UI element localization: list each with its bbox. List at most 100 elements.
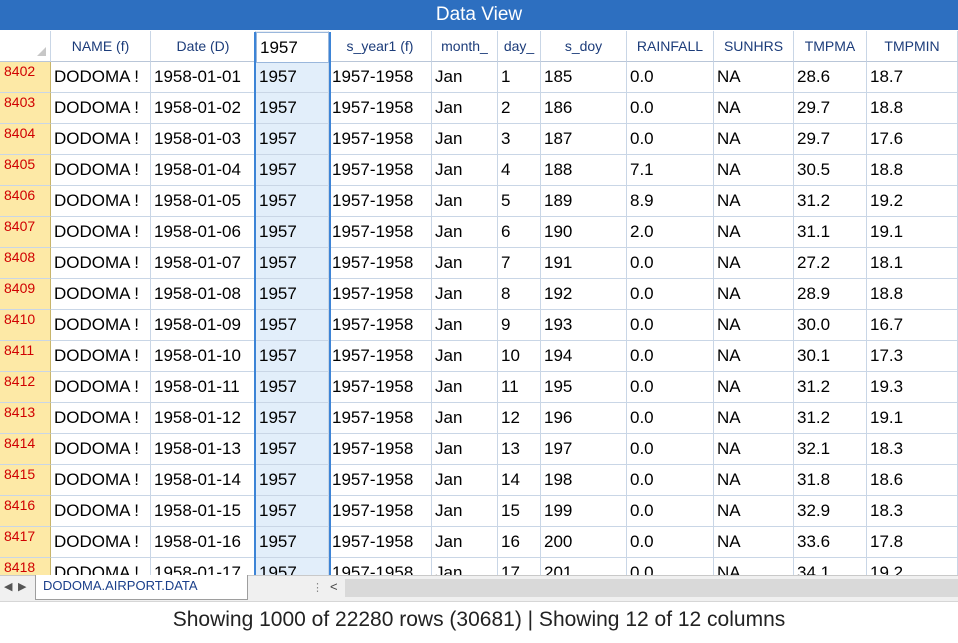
cell-date[interactable]: 1958-01-09 — [151, 310, 256, 341]
row-number[interactable]: 8403 — [0, 93, 51, 124]
cell-s-doy[interactable]: 187 — [541, 124, 627, 155]
cell-name[interactable]: DODOMA ! — [51, 434, 151, 465]
cell-name[interactable]: DODOMA ! — [51, 279, 151, 310]
cell-rainfall[interactable]: 0.0 — [627, 496, 714, 527]
cell-name[interactable]: DODOMA ! — [51, 217, 151, 248]
cell-day[interactable]: 16 — [498, 527, 541, 558]
cell-name[interactable]: DODOMA ! — [51, 186, 151, 217]
cell-month[interactable]: Jan — [432, 403, 498, 434]
cell-name[interactable]: DODOMA ! — [51, 155, 151, 186]
cell-tmpmin[interactable]: 19.1 — [867, 403, 958, 434]
cell-month[interactable]: Jan — [432, 372, 498, 403]
cell-month[interactable]: Jan — [432, 527, 498, 558]
cell-s-year1[interactable]: 1957-1958 — [329, 434, 432, 465]
cell-tmpmin[interactable]: 19.1 — [867, 217, 958, 248]
cell-tmpmin[interactable]: 18.1 — [867, 248, 958, 279]
cell-s-year1[interactable]: 1957-1958 — [329, 372, 432, 403]
cell-s-year[interactable]: 1957 — [256, 186, 329, 217]
cell-s-year1[interactable]: 1957-1958 — [329, 62, 432, 93]
cell-month[interactable]: Jan — [432, 217, 498, 248]
cell-month[interactable]: Jan — [432, 341, 498, 372]
cell-tmpmin[interactable]: 17.3 — [867, 341, 958, 372]
cell-day[interactable]: 7 — [498, 248, 541, 279]
cell-s-year[interactable]: 1957 — [256, 434, 329, 465]
cell-s-year[interactable]: 1957 — [256, 558, 329, 575]
cell-day[interactable]: 15 — [498, 496, 541, 527]
cell-day[interactable]: 3 — [498, 124, 541, 155]
cell-tmpmin[interactable]: 18.7 — [867, 62, 958, 93]
cell-rainfall[interactable]: 8.9 — [627, 186, 714, 217]
cell-rainfall[interactable]: 0.0 — [627, 93, 714, 124]
cell-s-doy[interactable]: 186 — [541, 93, 627, 124]
cell-tmpma[interactable]: 31.1 — [794, 217, 867, 248]
cell-s-doy[interactable]: 185 — [541, 62, 627, 93]
cell-s-year1[interactable]: 1957-1958 — [329, 403, 432, 434]
column-header-s-doy[interactable]: s_doy — [541, 31, 627, 62]
cell-date[interactable]: 1958-01-15 — [151, 496, 256, 527]
cell-tmpma[interactable]: 30.5 — [794, 155, 867, 186]
cell-s-year[interactable]: 1957 — [256, 496, 329, 527]
cell-s-year[interactable]: 1957 — [256, 62, 329, 93]
cell-tmpmin[interactable]: 18.8 — [867, 155, 958, 186]
cell-tmpmin[interactable]: 18.3 — [867, 496, 958, 527]
cell-date[interactable]: 1958-01-01 — [151, 62, 256, 93]
cell-month[interactable]: Jan — [432, 124, 498, 155]
cell-month[interactable]: Jan — [432, 310, 498, 341]
cell-day[interactable]: 1 — [498, 62, 541, 93]
cell-sunhrs[interactable]: NA — [714, 217, 794, 248]
cell-s-year[interactable]: 1957 — [256, 217, 329, 248]
cell-rainfall[interactable]: 0.0 — [627, 279, 714, 310]
column-header-date[interactable]: Date (D) — [151, 31, 256, 62]
cell-s-year1[interactable]: 1957-1958 — [329, 155, 432, 186]
cell-month[interactable]: Jan — [432, 434, 498, 465]
cell-tmpma[interactable]: 33.6 — [794, 527, 867, 558]
cell-date[interactable]: 1958-01-05 — [151, 186, 256, 217]
cell-name[interactable]: DODOMA ! — [51, 93, 151, 124]
cell-name[interactable]: DODOMA ! — [51, 496, 151, 527]
row-number[interactable]: 8416 — [0, 496, 51, 527]
row-number[interactable]: 8408 — [0, 248, 51, 279]
cell-date[interactable]: 1958-01-10 — [151, 341, 256, 372]
select-all-corner[interactable] — [0, 31, 51, 62]
cell-name[interactable]: DODOMA ! — [51, 372, 151, 403]
cell-sunhrs[interactable]: NA — [714, 434, 794, 465]
cell-s-doy[interactable]: 193 — [541, 310, 627, 341]
cell-tmpma[interactable]: 29.7 — [794, 124, 867, 155]
cell-name[interactable]: DODOMA ! — [51, 62, 151, 93]
cell-s-year1[interactable]: 1957-1958 — [329, 248, 432, 279]
cell-month[interactable]: Jan — [432, 248, 498, 279]
cell-day[interactable]: 2 — [498, 93, 541, 124]
cell-rainfall[interactable]: 0.0 — [627, 434, 714, 465]
cell-name[interactable]: DODOMA ! — [51, 527, 151, 558]
cell-rainfall[interactable]: 7.1 — [627, 155, 714, 186]
cell-month[interactable]: Jan — [432, 558, 498, 575]
cell-rainfall[interactable]: 0.0 — [627, 527, 714, 558]
cell-day[interactable]: 11 — [498, 372, 541, 403]
horizontal-scrollbar[interactable] — [345, 579, 958, 597]
cell-name[interactable]: DODOMA ! — [51, 465, 151, 496]
cell-tmpma[interactable]: 32.1 — [794, 434, 867, 465]
cell-s-doy[interactable]: 191 — [541, 248, 627, 279]
cell-s-doy[interactable]: 190 — [541, 217, 627, 248]
cell-month[interactable]: Jan — [432, 279, 498, 310]
cell-tmpmin[interactable]: 17.6 — [867, 124, 958, 155]
cell-s-year1[interactable]: 1957-1958 — [329, 527, 432, 558]
data-grid[interactable]: NAME (f)Date (D)s_years_year1 (f)month_d… — [0, 31, 958, 575]
cell-s-year1[interactable]: 1957-1958 — [329, 310, 432, 341]
cell-tmpmin[interactable]: 18.3 — [867, 434, 958, 465]
cell-s-year[interactable]: 1957 — [256, 527, 329, 558]
cell-s-doy[interactable]: 201 — [541, 558, 627, 575]
cell-name[interactable]: DODOMA ! — [51, 248, 151, 279]
cell-sunhrs[interactable]: NA — [714, 186, 794, 217]
cell-tmpmin[interactable]: 18.8 — [867, 279, 958, 310]
cell-tmpmin[interactable]: 18.8 — [867, 93, 958, 124]
cell-tmpmin[interactable]: 19.2 — [867, 558, 958, 575]
cell-tmpmin[interactable]: 18.6 — [867, 465, 958, 496]
cell-tmpma[interactable]: 31.8 — [794, 465, 867, 496]
cell-s-doy[interactable]: 196 — [541, 403, 627, 434]
cell-month[interactable]: Jan — [432, 93, 498, 124]
cell-s-year1[interactable]: 1957-1958 — [329, 217, 432, 248]
cell-name[interactable]: DODOMA ! — [51, 124, 151, 155]
cell-tmpmin[interactable]: 16.7 — [867, 310, 958, 341]
cell-tmpma[interactable]: 32.9 — [794, 496, 867, 527]
